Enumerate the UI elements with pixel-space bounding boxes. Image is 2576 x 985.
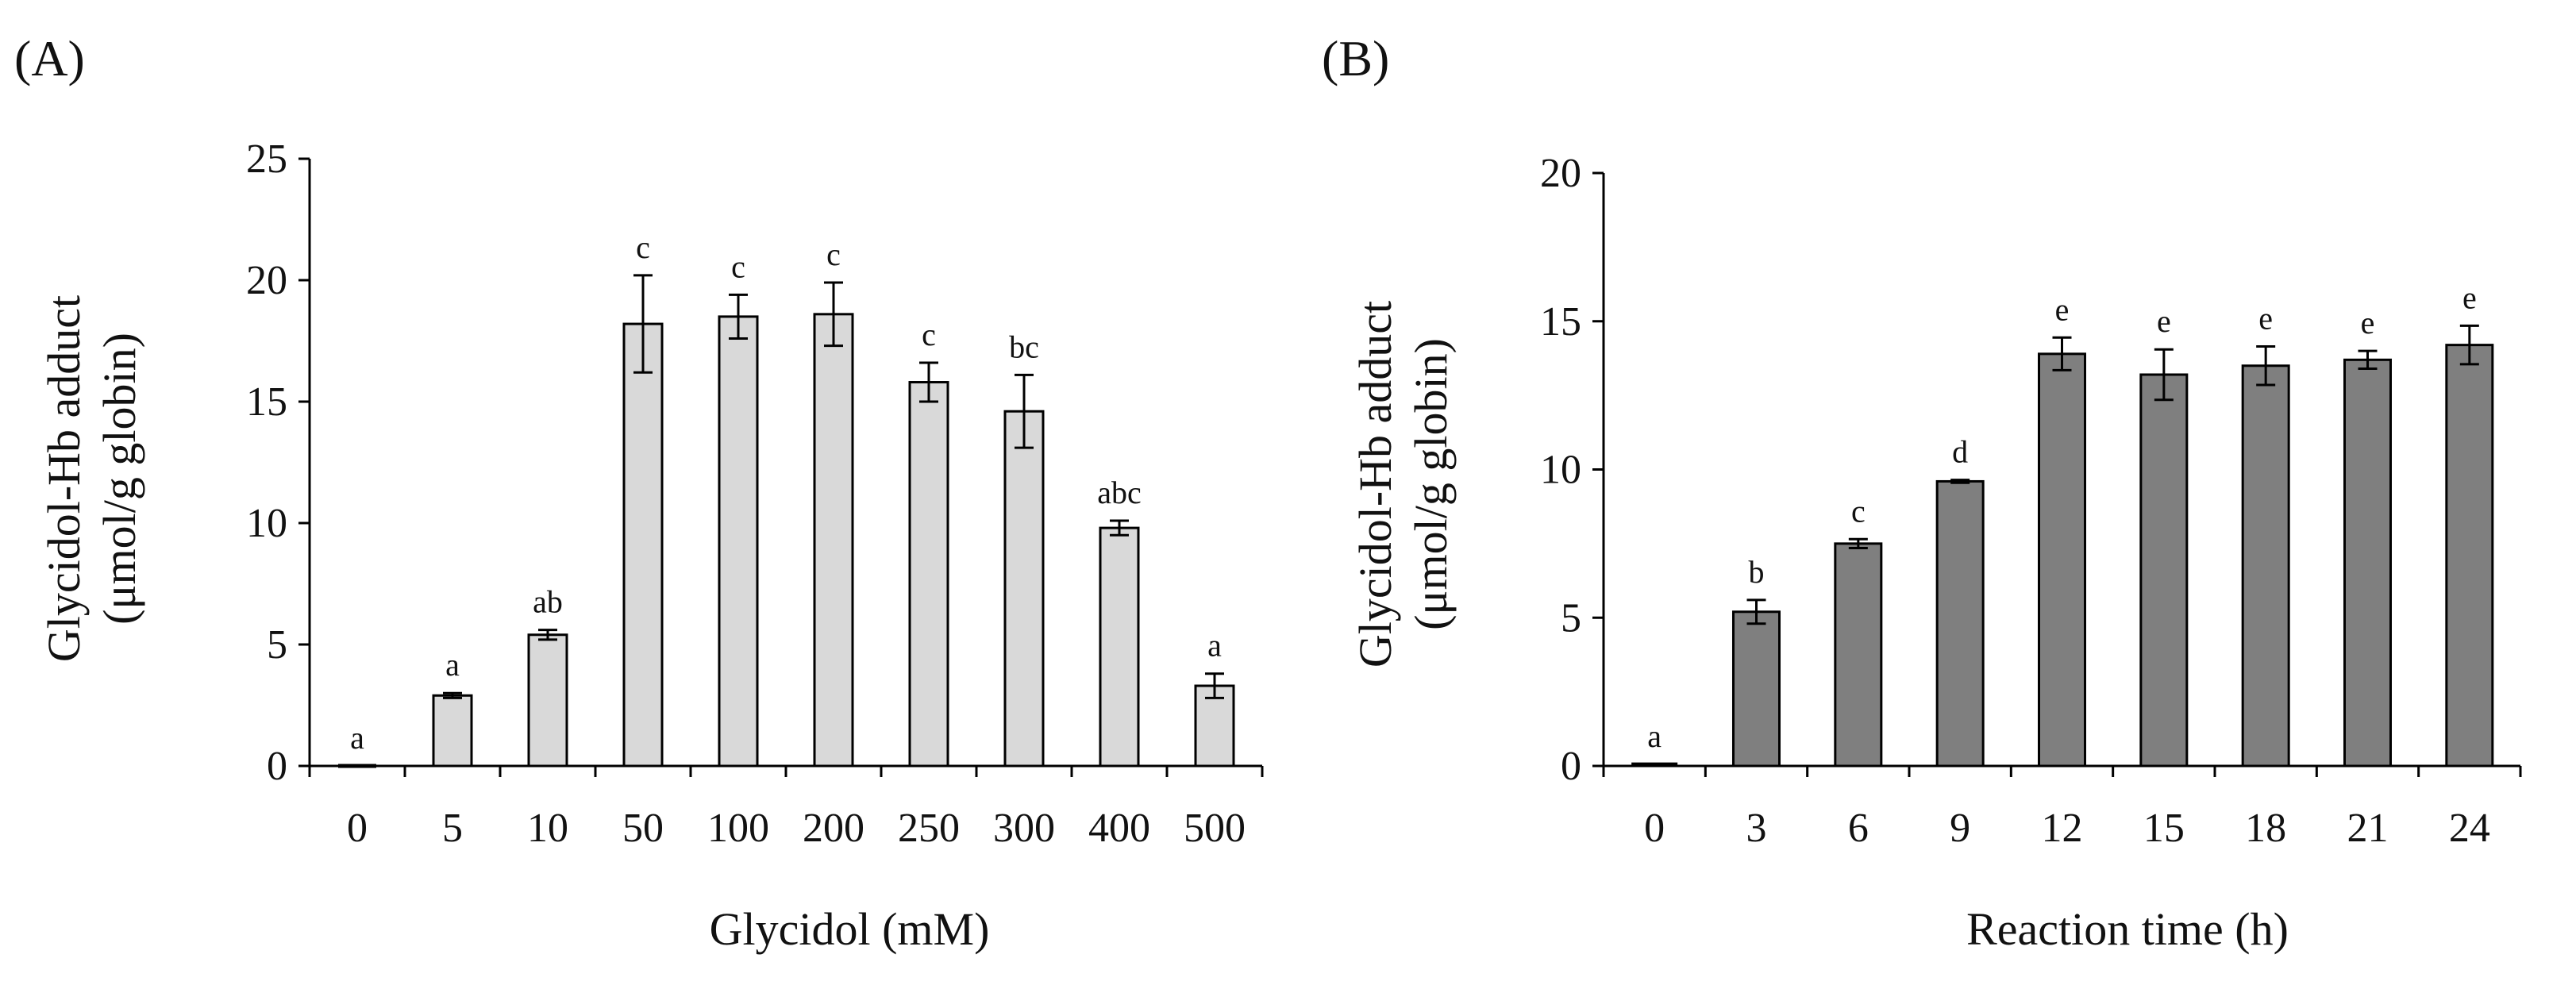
panel-b-bar (1834, 542, 1883, 768)
panel-a-x-title: Glycidol (mM) (710, 903, 990, 955)
panel-a-significance-label: bc (1009, 329, 1039, 364)
panel-a-x-tick-label: 10 (527, 806, 568, 851)
panel-b-x-tick-label: 12 (2042, 806, 2083, 851)
panel-b-significance-label: e (2157, 303, 2171, 339)
panel-b-significance-label: e (2258, 300, 2273, 336)
panel-a-x-tick-label: 100 (707, 806, 769, 851)
panel-a-significance-label: c (636, 229, 650, 265)
panel-a-label: (A) (14, 30, 85, 87)
panel-a-bar (908, 381, 949, 768)
panel-a-significance-label: a (445, 647, 460, 683)
panel-a-bar (718, 315, 759, 768)
panel-b-bar (1935, 479, 1985, 768)
panel-a-x-tick-label: 300 (993, 806, 1055, 851)
panel-a-significance-label: a (350, 720, 364, 756)
panel-a-significance-label: a (1207, 628, 1222, 664)
panel-a-significance-label: c (826, 237, 841, 272)
panel-a-significance-label: c (731, 248, 745, 284)
panel-a-x-tick-label: 5 (442, 806, 463, 851)
panel-b-bar (2445, 344, 2494, 768)
panel-b-significance-label: a (1647, 718, 1662, 754)
panel-b-x-tick-label: 6 (1848, 806, 1869, 851)
panel-b-x-tick-label: 21 (2347, 806, 2389, 851)
panel-b-bar (2139, 373, 2189, 768)
panel-b-y-title-line1: Glycidol-Hb adduct (1350, 301, 1401, 668)
panel-a-x-tick-label: 400 (1088, 806, 1150, 851)
panel-b-significance-label: d (1952, 434, 1968, 470)
panel-a-significance-label: c (922, 317, 936, 352)
panel-b-significance-label: e (2462, 279, 2477, 315)
panel-b-significance-label: b (1749, 554, 1765, 590)
panel-a-x-tick-label: 250 (898, 806, 960, 851)
panel-a-x-tick-label: 0 (347, 806, 368, 851)
panel-a-x-tick-label: 200 (803, 806, 864, 851)
panel-b-y-tick-label: 20 (1540, 151, 1581, 196)
panel-a-bar (527, 633, 568, 768)
panel-b-bar (2241, 364, 2290, 768)
panel-a-y-title-line1: Glycidol-Hb adduct (38, 295, 90, 662)
panel-b-x-tick-label: 3 (1746, 806, 1767, 851)
panel-b-label: (B) (1322, 30, 1389, 87)
panel-b-y-tick-label: 5 (1561, 595, 1581, 641)
panel-a-bar (813, 313, 854, 768)
panel-a-x-tick-label: 500 (1184, 806, 1246, 851)
panel-a-significance-label: abc (1097, 475, 1142, 510)
panel-a-bar (432, 694, 473, 768)
panel-a-y-title-line2: (μmol/g globin) (94, 333, 145, 625)
panel-b: (B) 0 5 10 15 20 0 3 6 9 12 15 18 21 24 a b c d e e e e e Gly… (1322, 30, 2522, 955)
panel-b-y-title-line2: (μmol/g globin) (1405, 338, 1457, 630)
panel-a-y-tick-label: 25 (246, 137, 287, 182)
panel-b-y-tick-label: 15 (1540, 299, 1581, 344)
panel-b-x-title: Reaction time (h) (1966, 903, 2289, 955)
panel-a-bar (1003, 410, 1045, 768)
panel-a-y-tick-label: 5 (267, 622, 287, 668)
panel-b-y-tick-label: 10 (1540, 448, 1581, 493)
panel-b-significance-label: e (2361, 305, 2375, 341)
panel-a-y-tick-label: 20 (246, 258, 287, 303)
panel-b-x-tick-label: 9 (1950, 806, 1970, 851)
panel-b-bar (2343, 358, 2392, 768)
panel-a-y-tick-label: 10 (246, 501, 287, 546)
panel-b-significance-label: c (1851, 493, 1866, 529)
panel-a-x-tick-label: 50 (622, 806, 664, 851)
panel-a-y-tick-label: 0 (267, 744, 287, 789)
panel-b-bar (2038, 352, 2086, 768)
panel-b-x-tick-label: 18 (2245, 806, 2286, 851)
panel-a-bar (622, 322, 664, 768)
panel-b-x-tick-label: 15 (2143, 806, 2185, 851)
panel-a-significance-label: ab (533, 584, 563, 620)
panel-b-significance-label: e (2055, 291, 2070, 327)
panel-a-bar (1099, 526, 1140, 768)
panel-b-x-tick-label: 24 (2449, 806, 2490, 851)
panel-b-bar (1732, 610, 1781, 768)
panel-a-y-tick-label: 15 (246, 379, 287, 425)
panel-b-y-tick-label: 0 (1561, 744, 1581, 789)
panel-b-x-tick-label: 0 (1644, 806, 1665, 851)
